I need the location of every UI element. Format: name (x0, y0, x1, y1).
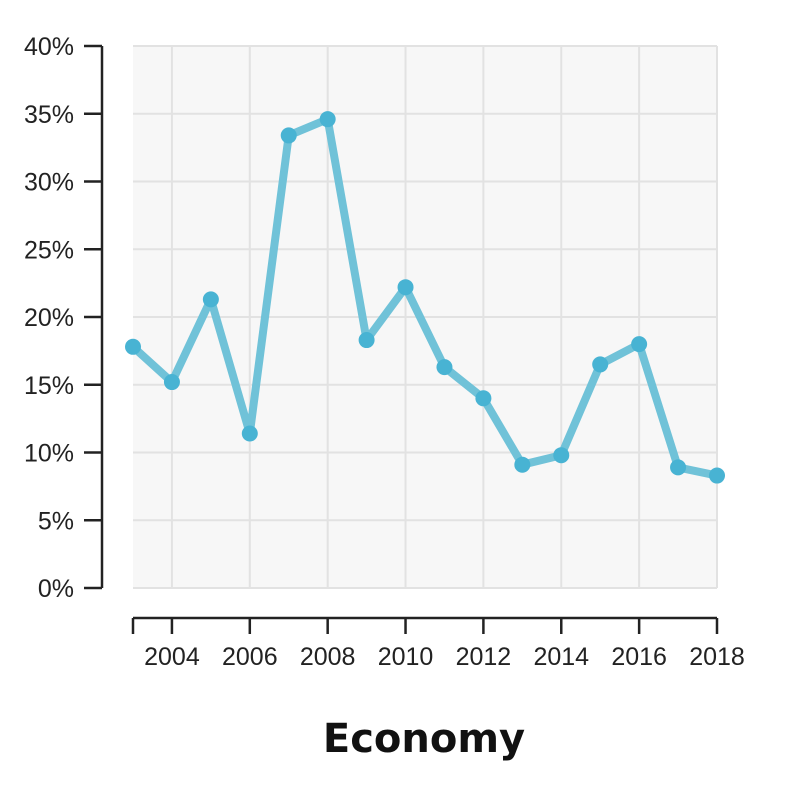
data-point (709, 467, 725, 484)
data-point (436, 359, 453, 376)
data-point (358, 332, 375, 349)
y-tick-label: 40% (24, 33, 74, 61)
x-axis: 2004 2006 2008 2010 2012 2014 2016 2018 (131, 616, 745, 671)
data-point (280, 127, 297, 144)
y-tick-label: 5% (38, 507, 74, 535)
y-tick-label: 35% (24, 101, 74, 129)
x-tick-label: 2016 (611, 643, 667, 671)
y-tick-label: 10% (24, 440, 74, 468)
data-point (475, 390, 492, 407)
y-tick-label: 15% (24, 372, 74, 400)
y-tick-label: 20% (24, 304, 74, 332)
chart-title: Economy (323, 716, 525, 762)
x-tick-label: 2012 (456, 643, 512, 671)
data-point (514, 456, 531, 473)
x-tick-label: 2006 (222, 643, 278, 671)
series-line (129, 115, 721, 480)
data-point (670, 459, 687, 476)
horizontal-gridlines (133, 45, 717, 589)
x-tick-label: 2018 (689, 643, 745, 671)
x-tick-label: 2010 (378, 643, 434, 671)
data-point (241, 425, 258, 442)
data-point (397, 279, 414, 296)
data-point (553, 447, 570, 464)
data-point (163, 374, 180, 391)
y-tick-label: 0% (38, 575, 74, 603)
data-point (125, 338, 141, 355)
x-tick-label: 2004 (144, 643, 200, 671)
y-axis: 0% 5% 10% 15% 20% 25% 30% 35% 40% (24, 33, 104, 603)
y-tick-label: 30% (24, 169, 74, 197)
x-tick-label: 2008 (300, 643, 356, 671)
y-tick-label: 25% (24, 236, 74, 264)
data-point (202, 291, 219, 308)
data-point (319, 111, 336, 128)
data-point (631, 336, 648, 353)
data-point (592, 356, 609, 373)
x-tick-label: 2014 (533, 643, 589, 671)
series-economy (125, 111, 725, 484)
